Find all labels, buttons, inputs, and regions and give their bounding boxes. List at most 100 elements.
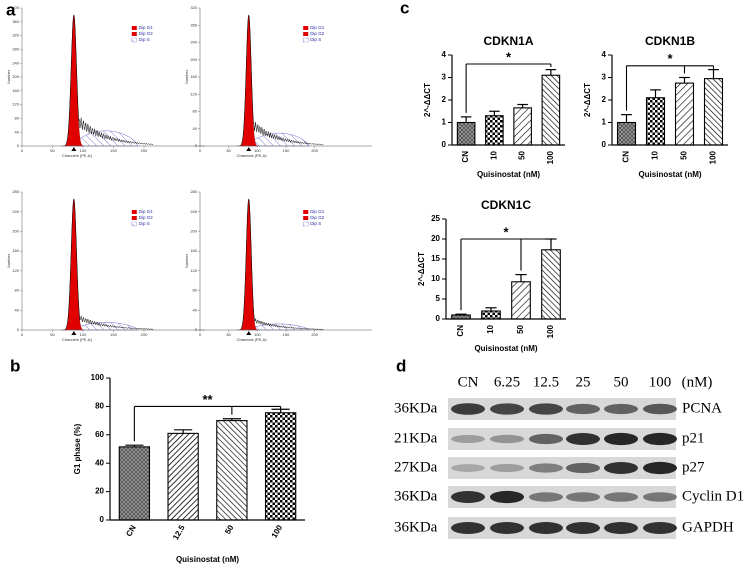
bar <box>456 121 476 146</box>
y-tick-label: 4 <box>442 50 447 59</box>
lane-label: CN <box>458 374 479 390</box>
x-tick-label: 200 <box>311 148 318 153</box>
band <box>566 492 600 502</box>
y-axis-title: Number <box>184 253 189 268</box>
y-axis-title: Number <box>184 69 189 84</box>
x-tick-label: 0 <box>199 332 202 337</box>
flow-s-phase <box>248 323 310 331</box>
bar <box>513 107 532 146</box>
legend-swatch <box>303 37 309 43</box>
x-tick-label: 50 <box>518 150 527 159</box>
lane-label: 12.5 <box>533 374 559 390</box>
y-tick-label: 280 <box>190 22 197 27</box>
flow-outline <box>237 14 324 147</box>
significance: ** <box>202 392 213 407</box>
x-tick-label: 10 <box>651 150 660 159</box>
y-tick-label: 200 <box>12 74 19 79</box>
band <box>566 522 600 534</box>
x-tick-label: 150 <box>110 148 117 153</box>
y-tick-label: 80 <box>193 288 198 293</box>
band <box>643 461 677 475</box>
legend-label: Dip G2 <box>310 215 325 220</box>
y-tick-label: 1 <box>442 118 447 127</box>
band <box>604 432 638 446</box>
band <box>451 434 485 444</box>
bar <box>645 97 666 146</box>
significance: * <box>506 49 512 64</box>
band <box>604 403 638 415</box>
flow-s-phase <box>73 130 139 147</box>
chart-title: CDKN1A <box>483 34 533 48</box>
x-tick-label: 12.5 <box>171 523 187 541</box>
band <box>604 492 638 502</box>
y-tick-label: 160 <box>190 248 197 253</box>
protein-label: GAPDH <box>682 519 734 535</box>
y-tick-label: 40 <box>15 307 20 312</box>
bar <box>616 121 637 146</box>
x-tick-label: 100 <box>80 332 87 337</box>
protein-label: p21 <box>682 430 705 446</box>
y-tick-label: 40 <box>193 307 198 312</box>
band <box>529 433 563 445</box>
size-label: 21KDa <box>394 430 438 446</box>
x-axis-title: Quisinostat (nM) <box>474 344 537 353</box>
y-tick-label: 10 <box>431 274 440 283</box>
y-tick-label: 3 <box>602 73 607 82</box>
y-tick-label: 120 <box>190 268 197 273</box>
legend-swatch <box>303 32 309 36</box>
y-tick-label: 0 <box>17 327 20 332</box>
legend-swatch <box>303 210 309 214</box>
x-tick-label: 0 <box>21 332 24 337</box>
y-tick-label: 0 <box>100 515 105 524</box>
legend-swatch <box>303 216 309 220</box>
legend-label: Dip S <box>310 37 321 42</box>
x-axis-title: Quisinostat (nM) <box>638 170 701 179</box>
chart-title: CDKN1C <box>481 198 531 212</box>
legend-label: Dip S <box>139 221 150 226</box>
y-tick-label: 40 <box>15 129 20 134</box>
legend-label: Dip G1 <box>139 209 154 214</box>
legend-swatch <box>131 216 137 220</box>
flow-outline <box>61 198 154 331</box>
x-axis-title: Quisinostat (nM) <box>477 170 540 179</box>
size-label: 36KDa <box>394 519 438 535</box>
y-tick-label: 2 <box>602 95 607 104</box>
y-tick-label: 120 <box>12 268 19 273</box>
x-tick-label: 0 <box>21 148 24 153</box>
bar <box>541 249 561 320</box>
y-tick-label: 280 <box>190 189 197 194</box>
x-tick-label: 50 <box>680 150 689 159</box>
y-tick-label: 4 <box>602 50 607 59</box>
band <box>643 522 677 534</box>
g1-marker <box>71 331 77 335</box>
x-axis-title: Channels (PE-A) <box>62 153 93 158</box>
legend-swatch <box>131 26 137 30</box>
bar <box>118 446 151 521</box>
size-label: 36KDa <box>394 488 438 504</box>
legend-swatch <box>131 210 137 214</box>
band <box>451 464 485 472</box>
x-tick-label: 50 <box>50 148 55 153</box>
legend-label: Dip S <box>139 37 150 42</box>
legend-swatch <box>303 26 309 30</box>
flow-outline <box>237 198 324 331</box>
y-tick-label: 0 <box>436 314 441 323</box>
y-tick-label: 0 <box>195 327 198 332</box>
x-tick-label: 100 <box>546 324 555 338</box>
y-tick-label: 280 <box>12 46 19 51</box>
legend-label: Dip G1 <box>310 209 325 214</box>
bar <box>674 82 695 146</box>
panel-label: c <box>400 0 409 17</box>
band <box>451 491 485 503</box>
x-tick-label: 200 <box>311 332 318 337</box>
legend-label: Dip G2 <box>139 215 154 220</box>
band <box>643 432 677 446</box>
lane-unit: (nM) <box>682 374 713 390</box>
y-tick-label: 3 <box>442 73 447 82</box>
bar <box>216 420 248 521</box>
y-axis-title: Number <box>6 69 11 84</box>
y-tick-label: 80 <box>15 115 20 120</box>
band <box>490 434 524 444</box>
y-tick-label: 160 <box>12 248 19 253</box>
x-tick-label: 10 <box>489 150 498 159</box>
